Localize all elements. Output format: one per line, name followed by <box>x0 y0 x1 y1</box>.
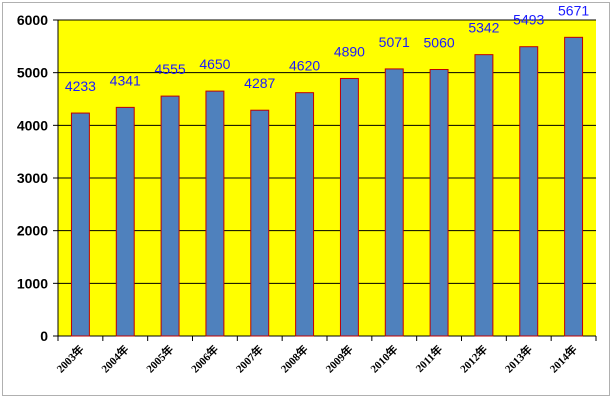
gridlines <box>58 19 596 284</box>
x-tick-label: 2014年 <box>546 342 579 375</box>
bar <box>519 46 539 337</box>
bar <box>339 77 359 337</box>
y-tick-label: 2000 <box>17 223 48 239</box>
x-tick-label: 2013年 <box>502 342 535 375</box>
data-label: 5493 <box>513 12 544 28</box>
y-tick-label: 3000 <box>17 170 48 186</box>
x-tick-label: 2007年 <box>233 342 266 375</box>
y-tick-label: 6000 <box>17 12 48 28</box>
bar <box>160 95 180 337</box>
data-labels: 4233 4341 4555 4650 4287 4620 4890 5071 5060 5342… <box>65 2 590 94</box>
data-label: 4650 <box>199 56 230 72</box>
data-label: 4287 <box>244 75 275 91</box>
bars <box>70 36 584 337</box>
bar <box>250 109 270 337</box>
bar <box>295 92 315 337</box>
data-label: 5071 <box>379 34 410 50</box>
y-tick-label: 4000 <box>17 117 48 133</box>
x-tick-label: 2006年 <box>188 342 221 375</box>
x-tick-label: 2005年 <box>143 342 176 375</box>
data-label: 5060 <box>424 35 455 51</box>
x-tick-label: 2003年 <box>53 342 86 375</box>
data-label: 4555 <box>155 61 186 77</box>
data-label: 5671 <box>558 2 589 18</box>
x-tick-label: 2011年 <box>412 342 445 375</box>
bar <box>115 106 135 337</box>
data-label: 4341 <box>110 72 141 88</box>
x-tick-label: 2008年 <box>277 342 310 375</box>
data-label: 4233 <box>65 78 96 94</box>
bar <box>564 36 584 337</box>
data-label: 5342 <box>468 20 499 36</box>
bar <box>474 54 494 337</box>
x-tick-label: 2009年 <box>322 342 355 375</box>
x-tick-label: 2004年 <box>98 342 131 375</box>
y-axis-ticks: 0 1000 2000 3000 4000 5000 6000 <box>17 12 58 344</box>
bar <box>384 68 404 337</box>
bar <box>205 90 225 337</box>
y-tick-label: 5000 <box>17 65 48 81</box>
y-tick-label: 1000 <box>17 275 48 291</box>
data-label: 4620 <box>289 58 320 74</box>
y-tick-label: 0 <box>40 328 48 344</box>
data-label: 4890 <box>334 43 365 59</box>
x-axis-ticks: 2003年 2004年 2005年 2006年 2007年 2008年 2009年 2010年… <box>53 336 597 375</box>
bar <box>70 112 90 337</box>
x-tick-label: 2012年 <box>457 342 490 375</box>
x-tick-label: 2010年 <box>367 342 400 375</box>
bar <box>429 69 449 337</box>
